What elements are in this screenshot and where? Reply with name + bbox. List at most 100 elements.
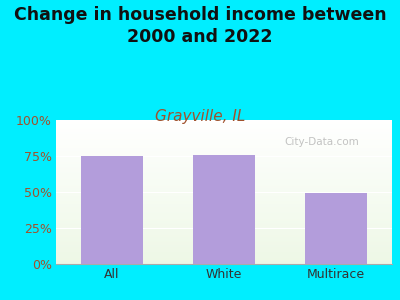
Bar [56, 216, 392, 217]
Bar [56, 248, 392, 249]
Bar [56, 148, 392, 149]
Bar [56, 233, 392, 234]
Bar [56, 154, 392, 155]
Bar [56, 141, 392, 142]
Bar [56, 166, 392, 167]
Bar [56, 157, 392, 158]
Bar [56, 120, 392, 121]
Bar [56, 261, 392, 262]
Bar [56, 163, 392, 164]
Bar [56, 178, 392, 179]
Bar [56, 221, 392, 222]
Bar [56, 196, 392, 197]
Bar [56, 181, 392, 182]
Bar [56, 220, 392, 221]
Bar [56, 134, 392, 135]
Bar [56, 257, 392, 258]
Bar [56, 209, 392, 210]
Bar [56, 215, 392, 216]
Bar [56, 161, 392, 162]
Bar [56, 260, 392, 261]
Bar [56, 228, 392, 229]
Bar [56, 169, 392, 170]
Bar [56, 125, 392, 126]
Bar [56, 162, 392, 163]
Text: City-Data.com: City-Data.com [284, 136, 359, 147]
Bar [56, 138, 392, 139]
Bar [56, 175, 392, 176]
Bar [56, 256, 392, 257]
Bar [56, 143, 392, 144]
Bar [56, 244, 392, 245]
Bar [56, 122, 392, 123]
Bar [56, 191, 392, 192]
Bar [56, 151, 392, 152]
Bar [56, 210, 392, 211]
Bar [56, 126, 392, 127]
Bar [305, 194, 367, 264]
Bar [56, 174, 392, 175]
Bar [56, 159, 392, 160]
Bar [56, 168, 392, 169]
Bar [56, 152, 392, 153]
Bar [56, 207, 392, 208]
Bar [56, 229, 392, 230]
Bar [56, 165, 392, 166]
Bar [56, 167, 392, 168]
Bar [56, 173, 392, 174]
Bar [56, 153, 392, 154]
Bar [56, 147, 392, 148]
Bar [56, 192, 392, 193]
Bar [81, 156, 143, 264]
Bar [56, 203, 392, 204]
Bar [56, 171, 392, 172]
Bar [56, 195, 392, 196]
Bar [56, 160, 392, 161]
Bar [56, 149, 392, 150]
Bar [56, 263, 392, 264]
Bar [56, 208, 392, 209]
Bar [56, 127, 392, 128]
Bar [56, 239, 392, 240]
Bar [56, 135, 392, 136]
Bar [56, 121, 392, 122]
Bar [56, 130, 392, 131]
Bar [56, 237, 392, 238]
Bar [56, 136, 392, 137]
Bar [56, 223, 392, 224]
Bar [56, 197, 392, 198]
Bar [56, 262, 392, 263]
Bar [56, 238, 392, 239]
Bar [56, 242, 392, 243]
Bar [56, 185, 392, 186]
Bar [56, 226, 392, 227]
Bar [56, 124, 392, 125]
Bar [56, 129, 392, 130]
Bar [56, 255, 392, 256]
Bar [56, 240, 392, 241]
Bar [56, 155, 392, 156]
Bar [56, 222, 392, 223]
Bar [56, 254, 392, 255]
Bar [56, 206, 392, 207]
Bar [56, 231, 392, 232]
Bar [56, 131, 392, 132]
Bar [56, 187, 392, 188]
Bar [56, 204, 392, 205]
Bar [56, 253, 392, 254]
Bar [56, 182, 392, 183]
Text: Change in household income between
2000 and 2022: Change in household income between 2000 … [14, 6, 386, 46]
Bar [56, 213, 392, 214]
Bar [56, 133, 392, 134]
Bar [56, 212, 392, 213]
Bar [56, 232, 392, 233]
Bar [56, 224, 392, 225]
Text: Grayville, IL: Grayville, IL [155, 110, 245, 124]
Bar [56, 218, 392, 219]
Bar [56, 193, 392, 194]
Bar [56, 180, 392, 181]
Bar [56, 156, 392, 157]
Bar [56, 201, 392, 202]
Bar [56, 140, 392, 141]
Bar [56, 128, 392, 129]
